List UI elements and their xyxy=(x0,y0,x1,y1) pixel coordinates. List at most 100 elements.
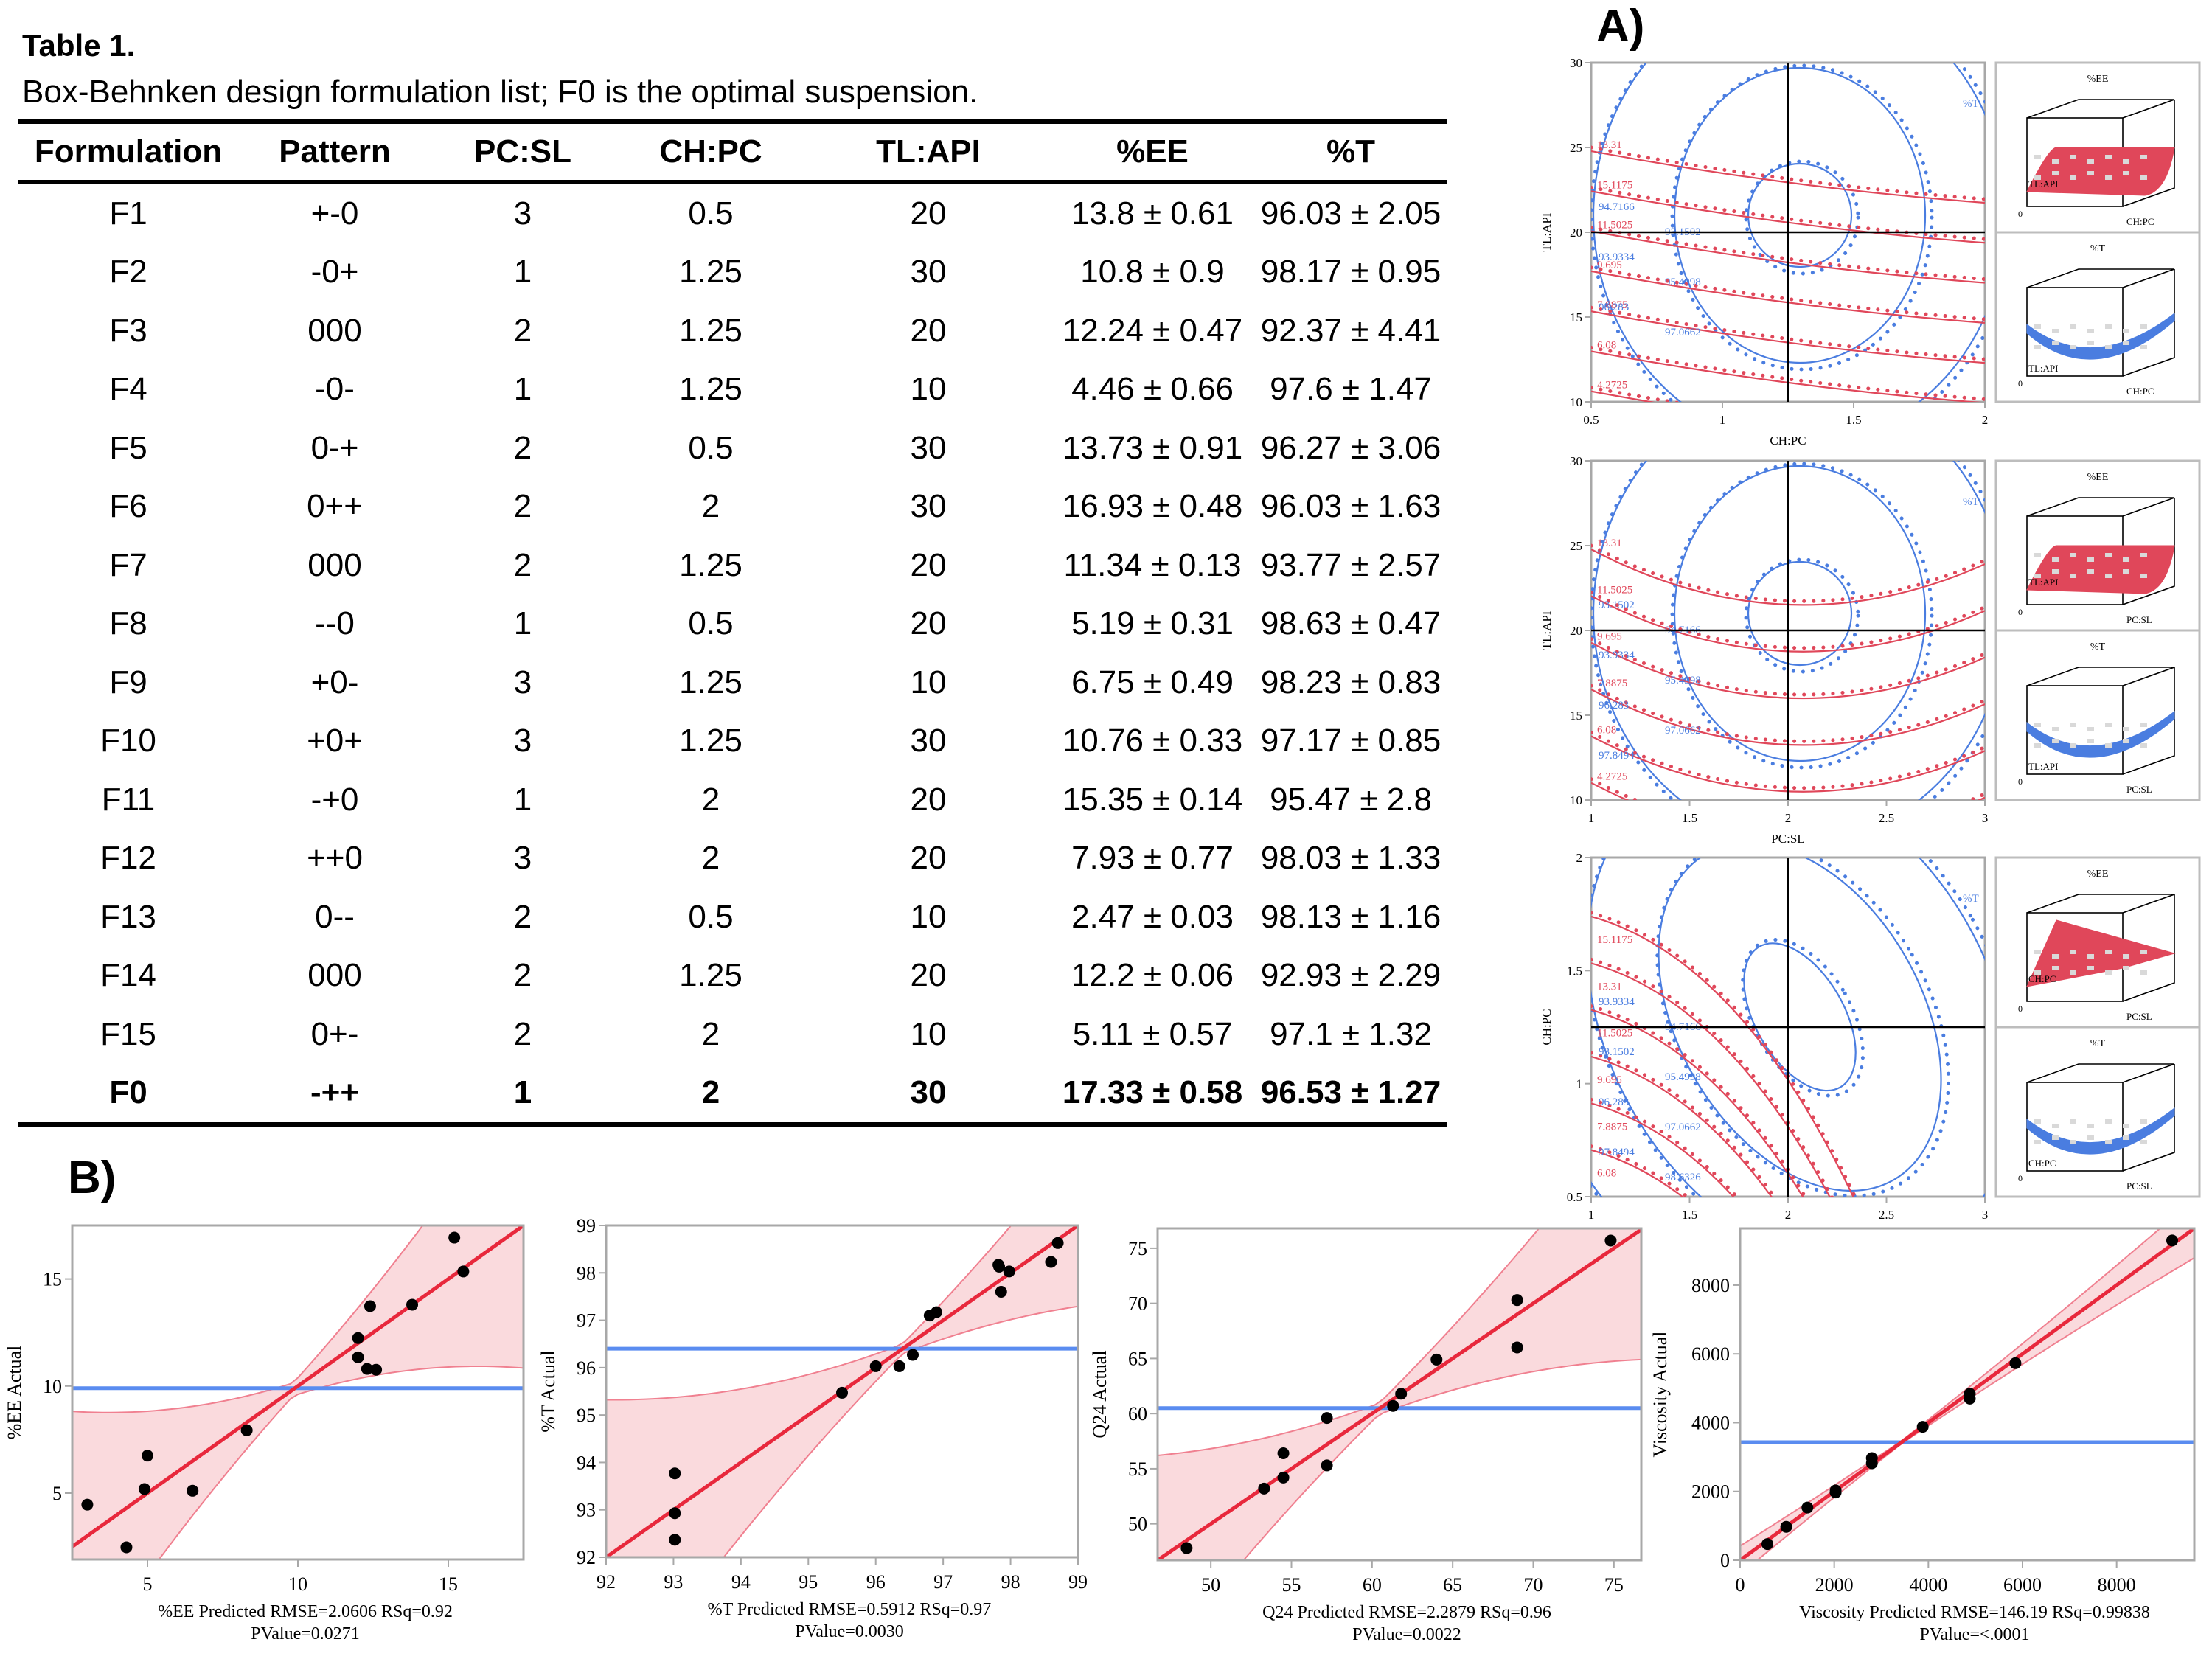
t-contour-dots xyxy=(1744,557,1860,674)
cell-ee: 16.93 ± 0.48 xyxy=(1062,488,1243,525)
surface-axis-label: PC:SL xyxy=(2126,614,2152,625)
panel-label-b: B) xyxy=(68,1152,116,1203)
contour-lines: 13.3115.117511.50259.6957.88756.084.2725… xyxy=(1505,0,2095,532)
confidence-band xyxy=(1740,1228,2194,1560)
x-tick-label: 1.5 xyxy=(1682,811,1697,825)
confidence-band xyxy=(1158,1228,1641,1560)
cell-pattern: +-0 xyxy=(310,195,359,232)
plot-frame xyxy=(71,1224,525,1561)
column-header-tl-api: TL:API xyxy=(876,133,981,170)
surface-checker xyxy=(2052,159,2059,164)
ee-contour-label: 15.1175 xyxy=(1597,179,1632,191)
surface-axis-label: TL:API xyxy=(2028,178,2058,189)
ee-contour-label: 11.5025 xyxy=(1597,584,1632,596)
data-point xyxy=(992,1259,1005,1271)
cell-pattern: 0+- xyxy=(310,1015,359,1052)
cell-ch-pc: 2 xyxy=(701,840,720,877)
surface-axis-label: TL:API xyxy=(2028,761,2058,772)
surface-cube-top xyxy=(2026,497,2175,517)
x-axis-label: CH:PC xyxy=(1770,434,1806,448)
cell-t: 92.93 ± 2.29 xyxy=(1260,957,1441,994)
x-axis-label: %EE Predicted RMSE=2.0606 RSq=0.92 xyxy=(158,1602,453,1621)
data-point xyxy=(1277,1471,1290,1484)
column-header-ch-pc: CH:PC xyxy=(659,133,762,170)
surface-checker xyxy=(2140,1140,2147,1144)
surface-checker xyxy=(2105,574,2112,578)
y-tick-label: 99 xyxy=(577,1215,596,1237)
t-contour-label: 96.283 xyxy=(1599,1096,1629,1108)
cell-t: 97.6 ± 1.47 xyxy=(1270,371,1432,408)
response-surface xyxy=(2026,919,2176,987)
cell-ch-pc: 0.5 xyxy=(688,898,734,935)
ee-contour-label: 9.695 xyxy=(1597,260,1622,271)
surface-cube-side xyxy=(2122,1064,2175,1172)
cell-pattern: ++0 xyxy=(307,840,363,877)
surface-title: %T xyxy=(2090,243,2106,254)
cell-formulation: F8 xyxy=(109,605,147,642)
t-contour-dots xyxy=(1670,63,1934,372)
surface-checker xyxy=(2052,569,2059,574)
table-row: F7 000 2 1.25 20 11.34 ± 0.13 93.77 ± 2.57 xyxy=(18,536,1447,595)
y-tick-label: 1 xyxy=(1576,1077,1583,1091)
surface-checker xyxy=(2140,1119,2147,1124)
contour-plot-frame xyxy=(1590,61,1986,403)
surface-origin-label: 0 xyxy=(2018,1173,2023,1183)
plot-frame xyxy=(605,1224,1079,1559)
data-point xyxy=(993,1260,1006,1273)
surface-checker xyxy=(2105,1119,2112,1124)
surface-title: %EE xyxy=(2087,472,2109,483)
data-point xyxy=(448,1231,461,1244)
t-contour-line xyxy=(1505,0,2095,532)
surface-plot-frame xyxy=(1994,856,2201,1029)
y-tick-label: 4000 xyxy=(1691,1412,1730,1433)
surface-checker xyxy=(2105,950,2112,954)
ee-contour-line xyxy=(1591,1102,1735,1197)
surface-checker xyxy=(2034,553,2041,557)
t-contour-line xyxy=(1747,560,1853,667)
cell-ch-pc: 1.25 xyxy=(679,312,742,349)
t-contour-label: 97.0662 xyxy=(1665,1121,1701,1133)
cell-tl-api: 10 xyxy=(910,664,947,700)
panel-label-a: A) xyxy=(1596,1,1645,52)
y-tick-label: 20 xyxy=(1570,226,1582,240)
p-value-label: PValue=0.0022 xyxy=(1352,1625,1461,1644)
ee-contour-label: 11.5025 xyxy=(1597,220,1632,232)
confidence-lower xyxy=(1756,1257,2194,1560)
surface-checker xyxy=(2123,1135,2129,1140)
y-tick-label: 98 xyxy=(577,1262,596,1284)
t-contour-label: 97.8494 xyxy=(1599,1147,1635,1158)
data-point xyxy=(1761,1538,1774,1551)
t-contour-label: 98.6326 xyxy=(1665,1172,1701,1183)
t-contour-line xyxy=(1593,63,1985,402)
table-row: F2 -0+ 1 1.25 30 10.8 ± 0.9 98.17 ± 0.95 xyxy=(18,243,1447,302)
data-point xyxy=(1865,1452,1878,1464)
surface-checker xyxy=(2140,155,2147,159)
data-point xyxy=(240,1424,253,1436)
x-tick-label: 65 xyxy=(1443,1574,1462,1596)
data-point xyxy=(1387,1399,1399,1412)
y-axis-label: Q24 Actual xyxy=(1089,1350,1110,1438)
cell-tl-api: 20 xyxy=(910,195,947,232)
ee-contour-label: 7.8875 xyxy=(1597,299,1627,311)
data-point xyxy=(1003,1265,1015,1278)
surface-checker xyxy=(2105,743,2112,748)
surface-checker xyxy=(2087,341,2094,345)
surface-cube-front xyxy=(2026,515,2124,605)
fit-line xyxy=(1158,1228,1641,1560)
y-tick-label: 96 xyxy=(577,1357,596,1379)
confidence-upper xyxy=(72,1225,424,1413)
data-point xyxy=(1916,1421,1929,1433)
cell-t: 92.37 ± 4.41 xyxy=(1260,312,1441,349)
surface-checker xyxy=(2034,970,2041,975)
surface-checker xyxy=(2034,743,2041,748)
ee-contour-line xyxy=(1591,310,1985,364)
p-value-label: PValue=0.0271 xyxy=(251,1624,360,1644)
cell-pattern: -+0 xyxy=(310,781,359,818)
x-axis-label: %T Predicted RMSE=0.5912 RSq=0.97 xyxy=(708,1600,992,1619)
y-tick-label: 25 xyxy=(1570,539,1582,553)
t-contour-label: 93.1502 xyxy=(1599,1046,1635,1058)
ee-contour-line xyxy=(1591,1149,1684,1197)
surface-checker xyxy=(2140,574,2147,578)
ee-contour-label: 13.31 xyxy=(1597,139,1622,151)
surface-checker xyxy=(2070,175,2076,180)
